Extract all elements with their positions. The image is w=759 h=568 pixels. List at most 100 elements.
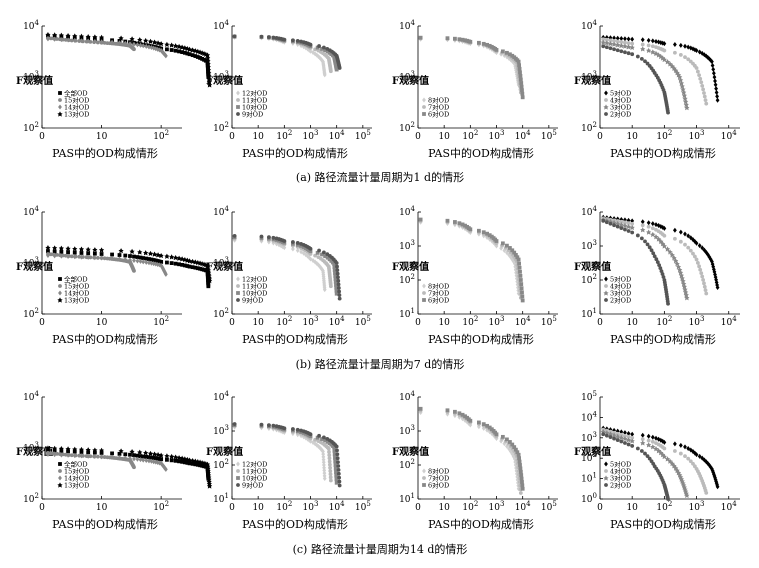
data-point	[129, 448, 135, 455]
data-point	[515, 255, 520, 260]
data-point	[59, 253, 64, 259]
legend-label: 10对OD	[242, 474, 267, 483]
y-tick-label: 103	[399, 239, 415, 252]
legend-marker	[422, 483, 426, 487]
data-point	[711, 66, 716, 72]
y-axis-label: F观察值	[392, 445, 429, 458]
data-point	[88, 454, 93, 459]
data-point	[45, 31, 51, 38]
data-point	[683, 242, 687, 247]
data-series	[600, 216, 690, 301]
data-point	[445, 408, 450, 413]
legend-marker	[604, 469, 608, 473]
data-point	[164, 453, 170, 459]
legend-label: 8对OD	[428, 467, 449, 476]
data-point	[295, 39, 300, 43]
data-point	[623, 441, 627, 445]
data-point	[205, 64, 211, 70]
chart-panel: 0 10 102 103 104100101102103104105PAS中的OD构成情…	[574, 390, 740, 531]
data-point	[518, 274, 523, 278]
data-point	[518, 278, 523, 282]
data-point	[678, 239, 683, 244]
data-series	[600, 39, 690, 111]
data-point	[684, 105, 690, 111]
data-point	[46, 253, 50, 259]
legend-marker	[236, 461, 240, 467]
data-point	[267, 35, 271, 39]
data-point	[336, 460, 340, 464]
data-point	[132, 41, 136, 47]
y-axis-label: F观察值	[16, 445, 53, 458]
x-tick-label: 0	[415, 318, 421, 328]
data-point	[686, 456, 691, 461]
data-point	[335, 448, 339, 453]
chart-panel: 0 10 102 103 104 101 102 103 104 PAS中的OD构成情形 F观察值 5…	[574, 205, 740, 346]
data-point	[206, 76, 212, 82]
data-point	[144, 457, 149, 463]
legend-label: 15对OD	[64, 282, 89, 291]
data-point	[177, 459, 181, 464]
caption-c: (c) 路径流量计量周期为14 d的情形	[293, 542, 468, 556]
data-point	[519, 282, 524, 286]
data-point	[673, 236, 677, 241]
chart-panel: 0 10 102102103104PAS中的OD构成情形F观察值全部OD15对OD1…	[16, 390, 213, 531]
data-point	[477, 40, 481, 45]
data-point	[639, 236, 644, 241]
data-point	[141, 43, 146, 49]
data-point	[118, 448, 124, 454]
data-point	[622, 222, 628, 229]
data-point	[52, 249, 57, 254]
x-tick-label: 10	[438, 132, 450, 142]
legend-marker	[57, 111, 63, 117]
data-point	[626, 36, 631, 42]
data-point	[516, 59, 521, 64]
data-point	[169, 458, 174, 463]
data-point	[92, 450, 97, 455]
data-point	[657, 263, 662, 268]
x-tick-label: 104	[721, 129, 737, 142]
data-point	[619, 432, 624, 437]
data-point	[333, 459, 338, 464]
data-point	[117, 253, 122, 257]
data-point	[608, 46, 613, 51]
data-point	[78, 446, 85, 453]
data-point	[615, 48, 620, 53]
data-point	[715, 484, 720, 490]
data-point	[299, 244, 304, 248]
data-point	[176, 255, 182, 261]
data-point	[505, 50, 509, 55]
data-point	[59, 37, 64, 43]
x-tick-label: 104	[329, 129, 345, 142]
data-point	[132, 456, 136, 462]
data-point	[630, 444, 635, 448]
data-point	[700, 83, 705, 88]
data-point	[315, 45, 320, 50]
data-point	[282, 37, 287, 42]
data-point	[66, 250, 70, 255]
x-tick-label: 102	[276, 500, 292, 513]
data-point	[418, 410, 423, 416]
data-point	[505, 243, 509, 248]
data-point	[507, 440, 512, 444]
data-point	[110, 256, 114, 262]
x-tick-label: 10	[252, 503, 264, 513]
data-point	[177, 49, 181, 54]
data-series	[46, 451, 136, 470]
data-point	[200, 463, 205, 468]
legend-marker	[58, 462, 62, 466]
data-point	[95, 255, 100, 260]
panel-grid: 0 10 102102103104PAS中的OD构成情形F观察值全部OD15对OD1…	[16, 19, 740, 531]
data-point	[336, 275, 340, 280]
data-point	[185, 264, 190, 268]
data-point	[336, 282, 341, 287]
data-point	[110, 454, 114, 460]
data-point	[639, 56, 644, 61]
data-point	[510, 442, 515, 447]
data-point	[683, 292, 689, 298]
data-point	[141, 256, 146, 260]
data-point	[69, 254, 74, 259]
data-point	[494, 47, 499, 52]
data-point	[169, 261, 174, 265]
data-point	[337, 289, 342, 294]
